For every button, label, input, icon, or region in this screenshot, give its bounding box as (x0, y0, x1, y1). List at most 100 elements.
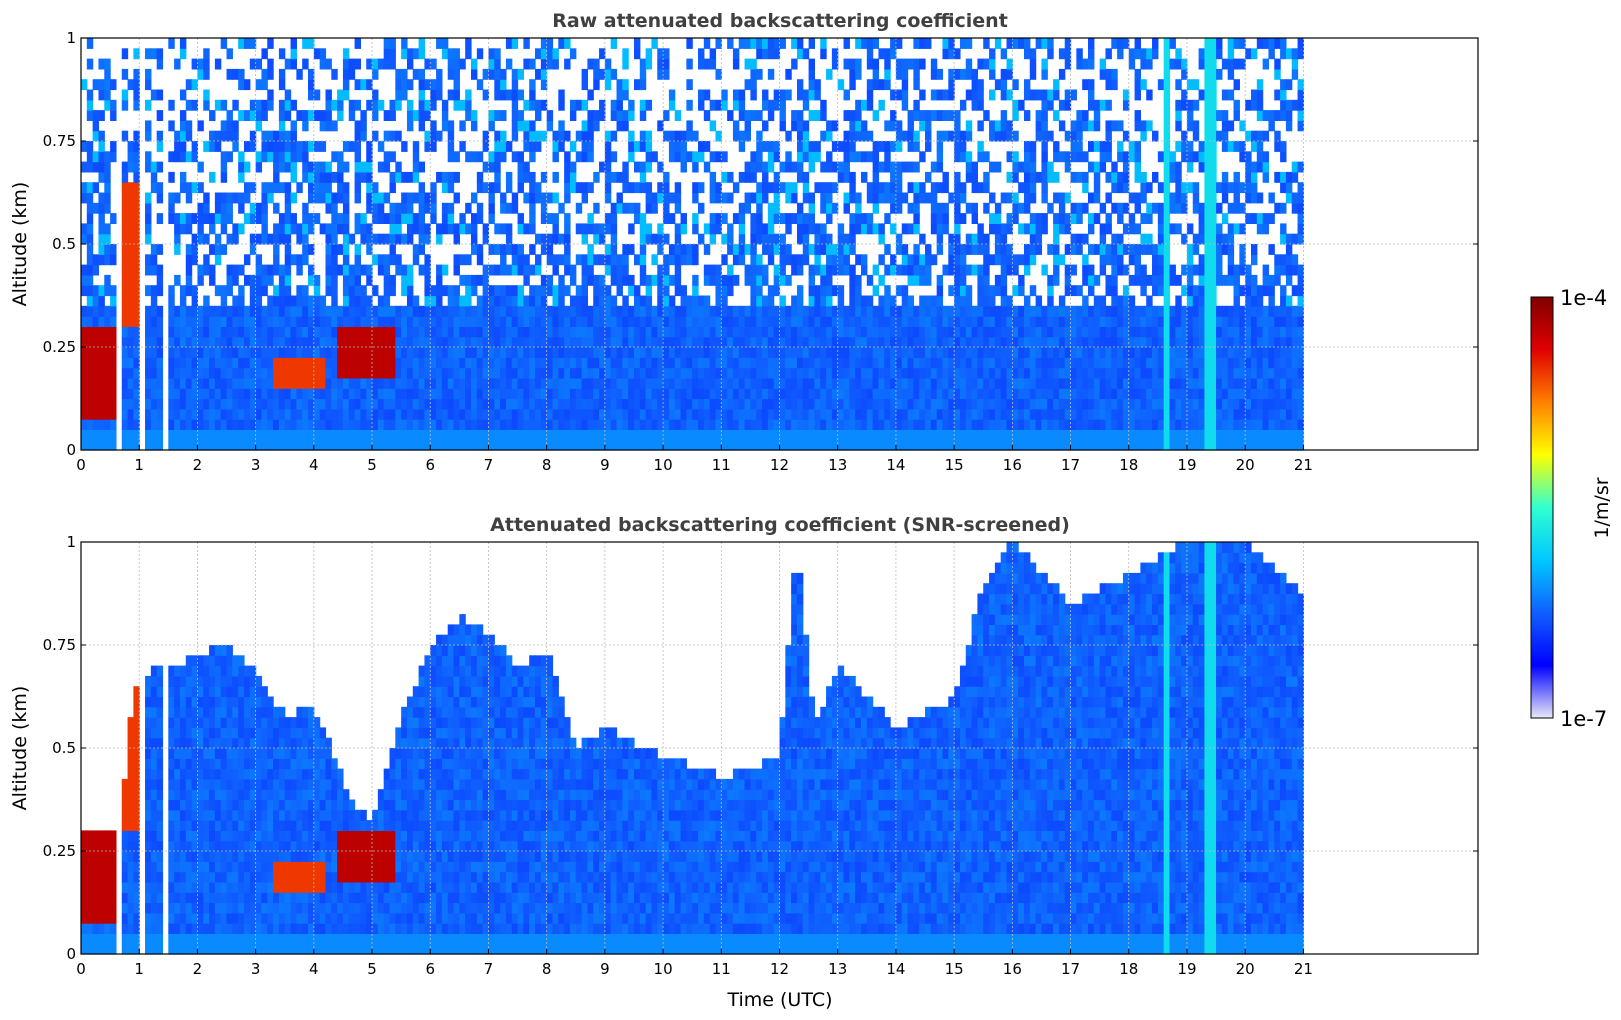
heat-cell (1012, 439, 1019, 451)
heat-cell (698, 89, 705, 101)
heat-cell (785, 213, 792, 224)
heat-cell (948, 408, 955, 420)
heat-cell (412, 48, 420, 60)
heat-cell (901, 295, 909, 307)
heat-cell (1058, 254, 1066, 266)
heat-cell (220, 192, 228, 204)
heat-cell (750, 110, 757, 121)
heat-cell (214, 357, 222, 369)
heat-cell (610, 254, 618, 266)
heat-cell (430, 141, 437, 152)
heat-cell (238, 202, 245, 214)
heat-cell (715, 398, 722, 410)
heat-cell (866, 130, 874, 142)
heat-cell (1070, 151, 1077, 163)
heat-cell (954, 357, 961, 369)
heat-cell (808, 151, 816, 163)
heat-cell (92, 326, 100, 338)
heat-cell (1134, 326, 1141, 338)
heat-cell (1064, 347, 1072, 358)
heat-cell (1117, 202, 1124, 214)
heat-cell (936, 223, 944, 235)
heat-cell (488, 388, 495, 400)
heat-cell (278, 48, 286, 60)
heat-cell (261, 202, 268, 214)
heat-cell (901, 68, 909, 80)
heat-cell (628, 316, 635, 327)
heat-cell (214, 99, 222, 111)
heat-cell (785, 68, 792, 80)
heat-cell (86, 151, 94, 163)
heat-cell (313, 316, 321, 327)
heat-cell (98, 171, 105, 183)
heat-cell (220, 223, 228, 235)
heat-cell (639, 326, 647, 338)
heat-cell (482, 182, 490, 194)
heat-cell (866, 316, 874, 327)
heat-cell (622, 419, 629, 430)
heat-cell (610, 151, 618, 163)
heat-cell (936, 408, 944, 420)
heat-cell (820, 336, 827, 348)
heat-cell (604, 439, 612, 451)
heat-cell (913, 347, 920, 358)
heat-cell (657, 316, 664, 327)
heat-cell (692, 161, 699, 173)
heat-cell (267, 305, 274, 317)
heat-cell (383, 419, 391, 430)
heat-cell (663, 367, 670, 379)
heat-cell (791, 357, 798, 369)
heat-cell (575, 305, 583, 317)
heat-cell (465, 347, 472, 358)
heat-cell (360, 264, 367, 276)
heat-cell (878, 254, 885, 266)
heat-cell (366, 233, 373, 245)
heat-cell (866, 274, 874, 286)
heat-cell (674, 223, 682, 235)
heat-cell (401, 419, 408, 430)
heat-cell (826, 213, 833, 224)
heat-cell (337, 99, 344, 111)
heat-cell (762, 347, 769, 358)
heat-cell (971, 233, 979, 245)
heat-cell (989, 254, 996, 266)
heat-cell (837, 419, 845, 430)
heat-cell (255, 233, 263, 245)
heat-cell (1029, 182, 1037, 194)
heat-cell (337, 89, 344, 101)
heat-cell (1058, 48, 1066, 60)
heat-cell (232, 264, 239, 276)
heat-cell (668, 439, 676, 451)
heat-cell (535, 233, 542, 245)
heat-cell (319, 429, 327, 441)
heat-cell (302, 326, 309, 338)
heat-cell (92, 305, 100, 317)
heat-cell (657, 161, 664, 173)
heat-cell (179, 336, 187, 348)
heat-cell (849, 120, 856, 132)
heat-cell (1088, 357, 1095, 369)
heat-cell (756, 202, 763, 214)
heat-cell (209, 377, 216, 389)
heat-cell (622, 120, 629, 132)
heat-cell (767, 357, 775, 369)
heat-cell (226, 130, 233, 142)
heat-cell (220, 419, 228, 430)
heat-cell (226, 316, 233, 327)
heat-cell (517, 171, 524, 183)
heat-cell (331, 254, 338, 266)
heat-cell (81, 408, 88, 420)
heat-cell (1023, 48, 1031, 60)
heat-cell (552, 305, 559, 317)
heat-cell (267, 336, 274, 348)
heat-cell (581, 336, 589, 348)
heat-cell (540, 316, 548, 327)
heat-cell (633, 285, 641, 297)
heat-cell (133, 171, 140, 183)
heat-cell (412, 439, 420, 451)
heat-cell (238, 408, 245, 420)
heat-cell (482, 367, 490, 379)
heat-cell (860, 326, 868, 338)
heat-cell (249, 274, 257, 286)
heat-cell (214, 388, 222, 400)
